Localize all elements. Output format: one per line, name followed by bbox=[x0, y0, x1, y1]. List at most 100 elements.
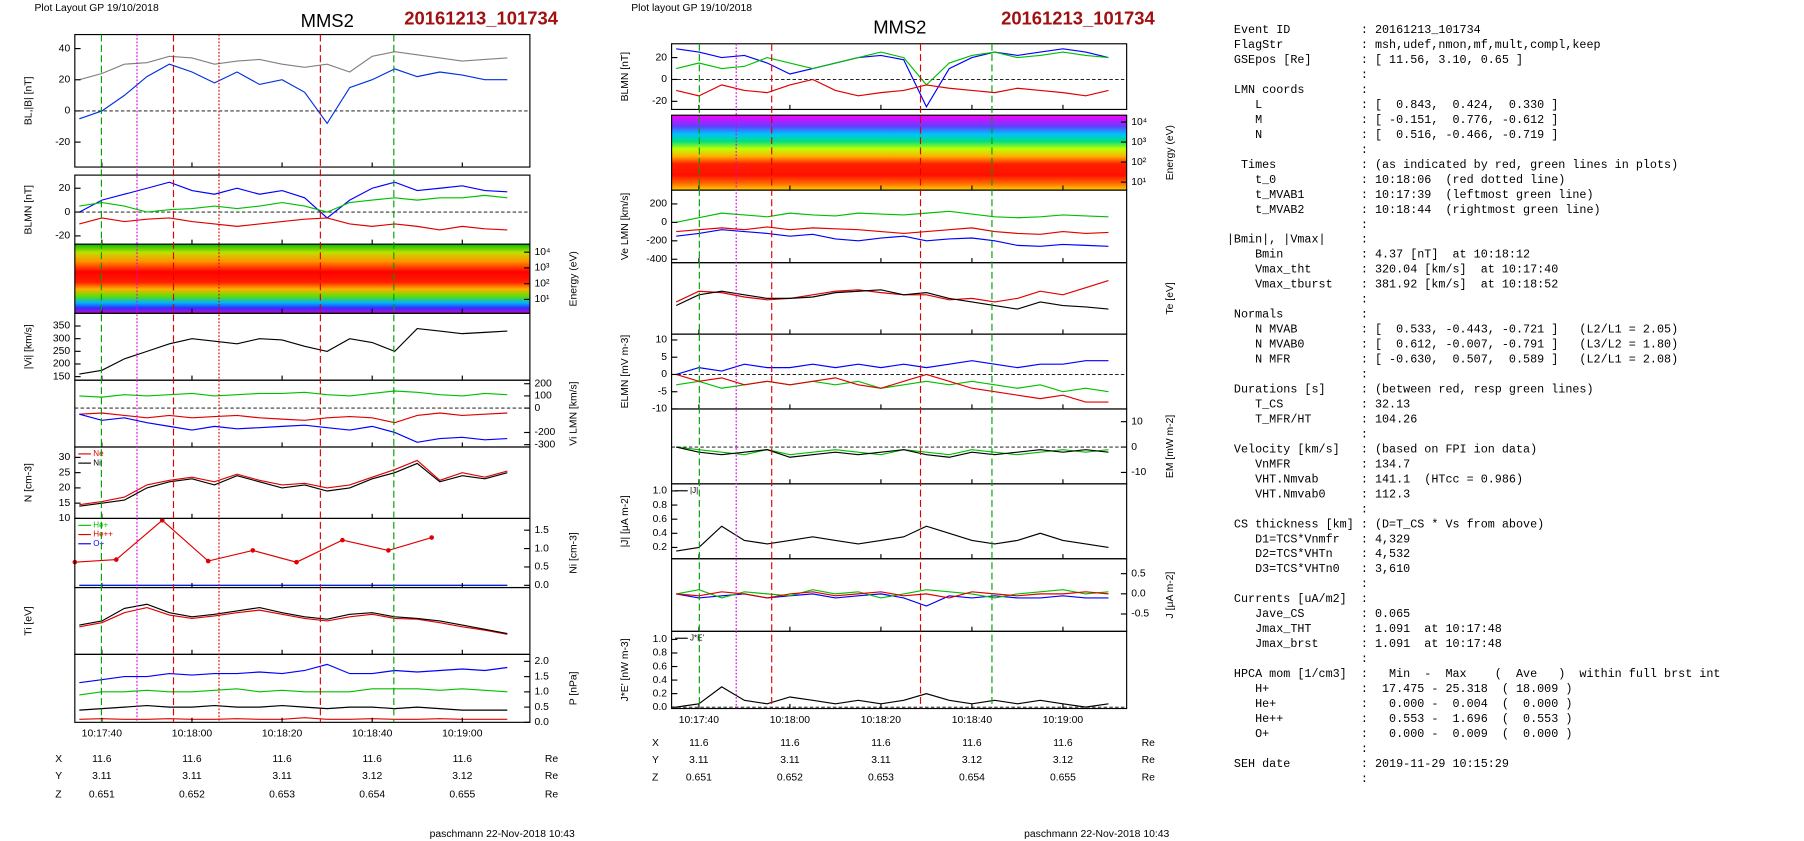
y-axis-label: Ni [cm-3] bbox=[568, 532, 579, 574]
y-tick-label: 0 bbox=[1131, 442, 1137, 453]
coord-label: Z bbox=[55, 790, 61, 801]
y-tick-label: -20 bbox=[55, 231, 70, 242]
y-tick-label: -10 bbox=[652, 404, 667, 415]
info-line: He+ : 0.000 - 0.004 ( 0.000 ) bbox=[1227, 697, 1573, 711]
coord-value: 11.6 bbox=[92, 754, 112, 765]
y-axis-label: BL,|B| [nT] bbox=[23, 76, 34, 125]
info-line: HPCA mom [1/cm3] : Min - Max ( Ave ) wit… bbox=[1227, 667, 1721, 681]
y-tick-label: 200 bbox=[534, 378, 552, 389]
coord-value: 0.654 bbox=[359, 790, 385, 801]
info-line: H+ : 17.475 - 25.318 ( 18.009 ) bbox=[1227, 682, 1573, 696]
info-line: Vmax_tburst : 381.92 [km/s] at 10:18:52 bbox=[1227, 278, 1558, 292]
coord-value: 3.11 bbox=[871, 755, 891, 766]
y-tick-label: -300 bbox=[534, 439, 555, 450]
y-tick-label: 300 bbox=[53, 333, 71, 344]
data-line bbox=[79, 194, 508, 213]
coord-value: 0.651 bbox=[686, 772, 712, 783]
data-point bbox=[294, 559, 299, 565]
data-line bbox=[79, 462, 508, 507]
data-line bbox=[79, 663, 508, 684]
coord-value: 11.6 bbox=[689, 738, 709, 749]
panel-frame bbox=[671, 43, 1128, 111]
panel-frame bbox=[74, 312, 531, 381]
coord-unit: Re bbox=[545, 790, 558, 801]
data-line bbox=[79, 63, 508, 125]
coord-value: 3.11 bbox=[182, 771, 202, 782]
info-line: : bbox=[1227, 427, 1368, 441]
info-line: Jave_CS : 0.065 bbox=[1227, 607, 1410, 621]
coord-value: 0.651 bbox=[89, 790, 115, 801]
plot-footer: paschmann 22-Nov-2018 10:43 bbox=[1024, 829, 1169, 840]
coord-label: X bbox=[652, 738, 659, 749]
y-tick-label: 10³ bbox=[534, 263, 550, 274]
y-tick-label: 0.0 bbox=[653, 702, 668, 713]
info-line: : bbox=[1227, 68, 1368, 82]
y-tick-label: 10 bbox=[1131, 416, 1143, 427]
info-line: D3=TCS*VHTn0 : 3,610 bbox=[1227, 562, 1410, 576]
legend-label: Ne bbox=[93, 449, 104, 458]
y-axis-label: P [nPa] bbox=[568, 671, 579, 705]
info-line: Vmax_tht : 320.04 [km/s] at 10:17:40 bbox=[1227, 263, 1558, 277]
data-line bbox=[676, 210, 1109, 223]
data-line bbox=[676, 686, 1109, 708]
info-line: FlagStr : msh,udef,nmon,mf,mult,compl,ke… bbox=[1227, 38, 1601, 52]
coord-value: 0.653 bbox=[868, 772, 894, 783]
y-tick-label: -400 bbox=[646, 254, 667, 265]
data-line bbox=[79, 412, 508, 424]
data-line bbox=[74, 519, 432, 563]
coord-label: X bbox=[55, 754, 62, 765]
y-tick-label: 20 bbox=[655, 52, 667, 63]
data-point bbox=[205, 558, 211, 564]
info-line: Jmax_THT : 1.091 at 10:17:48 bbox=[1227, 622, 1502, 636]
info-line: : bbox=[1227, 293, 1368, 307]
x-tick-label: 10:18:20 bbox=[262, 729, 303, 740]
panel-frame bbox=[74, 517, 531, 589]
y-tick-label: 10² bbox=[534, 278, 550, 289]
y-tick-label: 0.2 bbox=[653, 688, 668, 699]
y-tick-label: 10¹ bbox=[534, 294, 550, 305]
y-axis-label: N [cm-3] bbox=[23, 463, 34, 502]
y-tick-label: 1.5 bbox=[534, 525, 549, 536]
coord-value: 0.655 bbox=[449, 790, 475, 801]
info-line: GSEpos [Re] : [ 11.56, 3.10, 0.65 ] bbox=[1227, 53, 1523, 67]
y-tick-label: -200 bbox=[646, 236, 667, 247]
coord-value: 3.11 bbox=[92, 771, 112, 782]
info-line: Jmax_brst : 1.091 at 10:17:48 bbox=[1227, 637, 1502, 651]
spectrogram bbox=[74, 244, 530, 314]
y-axis-label: |J| [μA m-2] bbox=[620, 495, 631, 547]
data-line bbox=[676, 51, 1109, 86]
info-line: Event ID : 20161213_101734 bbox=[1227, 23, 1481, 37]
plot-title: MMS2 bbox=[873, 17, 926, 38]
info-line: : bbox=[1227, 502, 1368, 516]
info-line: Bmin : 4.37 [nT] at 10:18:12 bbox=[1227, 248, 1530, 262]
y-axis-label: Energy (eV) bbox=[1165, 125, 1176, 180]
info-line: : bbox=[1227, 218, 1368, 232]
y-tick-label: 40 bbox=[59, 43, 71, 54]
y-tick-label: 0.4 bbox=[653, 675, 668, 686]
info-line: SEH date : 2019-11-29 10:15:29 bbox=[1227, 757, 1509, 771]
y-axis-label: Ve LMN [km/s] bbox=[620, 193, 631, 260]
x-tick-label: 10:18:40 bbox=[952, 715, 993, 726]
coord-value: 3.12 bbox=[962, 755, 982, 766]
x-tick-label: 10:19:00 bbox=[442, 729, 483, 740]
y-tick-label: 10² bbox=[1131, 157, 1147, 168]
panel-frame bbox=[671, 483, 1128, 560]
data-line bbox=[676, 78, 1109, 97]
data-point bbox=[159, 517, 165, 523]
info-line: D2=TCS*VHTn : 4,532 bbox=[1227, 547, 1410, 561]
y-tick-label: 10 bbox=[59, 513, 71, 524]
info-line: T_CS : 32.13 bbox=[1227, 397, 1410, 411]
y-tick-label: 0.0 bbox=[1131, 589, 1146, 600]
data-line bbox=[676, 360, 1109, 375]
coord-value: 11.6 bbox=[962, 738, 982, 749]
legend-label: He++ bbox=[93, 530, 113, 539]
y-tick-label: 0.4 bbox=[653, 528, 668, 539]
coord-unit: Re bbox=[1142, 772, 1155, 783]
panel-frame bbox=[74, 586, 531, 655]
y-tick-label: 0.6 bbox=[653, 661, 668, 672]
y-tick-label: 0.5 bbox=[534, 562, 549, 573]
data-line bbox=[676, 48, 1109, 109]
coord-value: 3.11 bbox=[780, 755, 800, 766]
y-tick-label: 0.0 bbox=[534, 580, 549, 591]
